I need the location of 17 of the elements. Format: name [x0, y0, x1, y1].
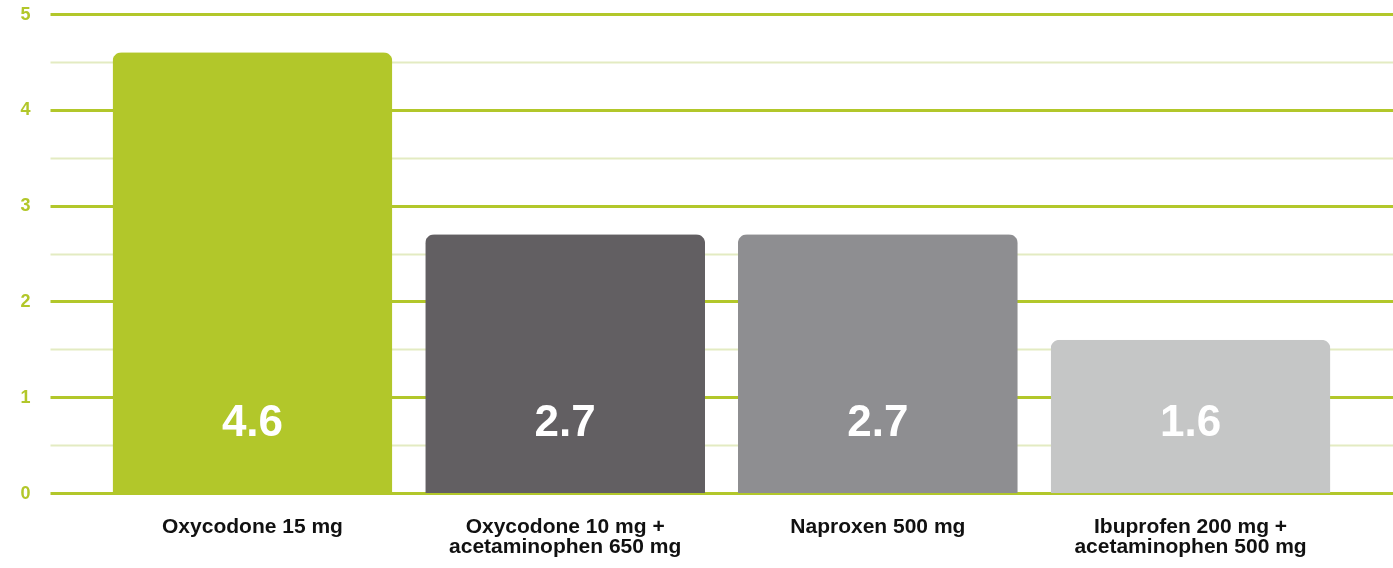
bar	[1050, 339, 1331, 493]
y-tick-label: 2	[20, 290, 31, 311]
x-tick-label: Oxycodone 10 mg + acetaminophen 650 mg	[449, 513, 682, 557]
x-tick-label: Naproxen 500 mg	[790, 513, 966, 537]
bar	[737, 234, 1018, 493]
y-tick-label: 5	[20, 3, 31, 24]
x-tick-label: Ibuprofen 200 mg + acetaminophen 500 mg	[1074, 513, 1307, 557]
y-tick-label: 1	[20, 386, 31, 407]
y-tick-label: 3	[20, 195, 31, 216]
bar	[425, 234, 706, 493]
data-label: 2.7	[847, 396, 909, 445]
data-label: 2.7	[534, 396, 596, 445]
y-tick-label: 4	[20, 99, 31, 120]
data-label: 4.6	[221, 396, 284, 445]
data-label: 1.6	[1159, 396, 1222, 445]
x-tick-label: Oxycodone 15 mg	[162, 513, 343, 537]
y-tick-label: 0	[20, 482, 31, 503]
